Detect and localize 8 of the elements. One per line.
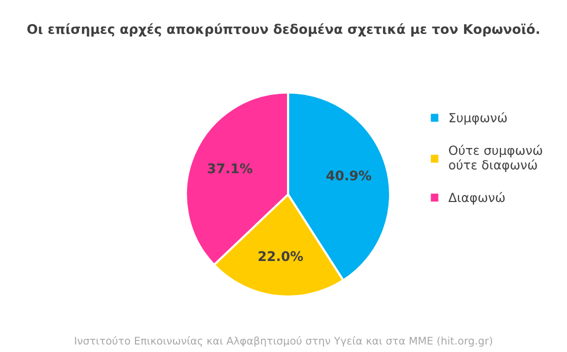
data-label: 40.9% (326, 170, 372, 180)
legend-label: Ούτε συμφωνώ ούτε διαφωνώ (449, 144, 542, 172)
data-label: 22.0% (258, 251, 303, 262)
chart-title: Οι επίσημες αρχές αποκρύπτουν δεδομένα σχετικά με τον Κορωνοϊό. (27, 23, 539, 37)
legend-label: Συμφωνώ (450, 112, 507, 125)
legend-label: Διαφωνώ (448, 192, 505, 205)
data-label: 37.1% (208, 163, 252, 174)
text: Ινστιτούτο Επικοινωνίας και Αλφαβητισμού στην Υγεία και στα ΜΜΕ (hit.org.gr) (75, 336, 492, 347)
